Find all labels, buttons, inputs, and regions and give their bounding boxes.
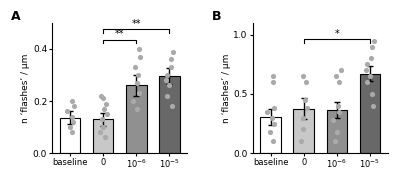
Point — [136, 92, 142, 95]
Point — [300, 75, 306, 78]
Point — [99, 118, 105, 121]
Point — [168, 105, 175, 108]
Bar — [360, 74, 380, 153]
Point — [71, 105, 77, 108]
Point — [102, 136, 109, 139]
Point — [336, 110, 342, 113]
Point — [64, 110, 70, 113]
Point — [136, 48, 142, 50]
Point — [269, 116, 276, 119]
Point — [130, 100, 136, 102]
Bar — [159, 76, 180, 153]
Point — [69, 100, 76, 102]
Point — [264, 110, 271, 113]
Point — [100, 97, 106, 100]
Point — [267, 130, 274, 133]
Point — [363, 69, 370, 72]
Point — [98, 94, 104, 97]
Point — [332, 75, 339, 78]
Text: *: * — [334, 29, 339, 39]
Point — [334, 130, 340, 133]
Point — [300, 116, 306, 119]
Point — [336, 81, 342, 83]
Point — [370, 104, 376, 107]
Point — [337, 69, 344, 72]
Point — [164, 94, 170, 97]
Text: A: A — [11, 10, 21, 23]
Point — [270, 75, 276, 78]
Bar — [60, 118, 80, 153]
Point — [366, 75, 373, 78]
Point — [302, 98, 308, 101]
Point — [270, 81, 276, 83]
Point — [364, 63, 370, 66]
Y-axis label: n ‘flashes’ / μm: n ‘flashes’ / μm — [21, 53, 30, 123]
Text: **: ** — [132, 19, 141, 29]
Point — [330, 119, 336, 121]
Point — [304, 107, 310, 109]
Point — [298, 140, 304, 143]
Point — [69, 131, 76, 134]
Point — [137, 55, 143, 58]
Point — [66, 126, 73, 128]
Bar — [294, 109, 314, 153]
Point — [135, 74, 142, 76]
Point — [101, 107, 108, 110]
Point — [364, 81, 371, 83]
Point — [332, 140, 338, 143]
Point — [270, 122, 277, 125]
Point — [100, 126, 106, 128]
Point — [68, 115, 75, 118]
Point — [102, 102, 109, 105]
Point — [163, 74, 170, 76]
Point — [369, 93, 375, 95]
Point — [166, 84, 172, 87]
Bar — [126, 85, 146, 153]
Point — [170, 50, 176, 53]
Point — [134, 107, 140, 110]
Point — [368, 45, 375, 48]
Bar — [260, 117, 281, 153]
Point — [335, 104, 341, 107]
Bar — [326, 110, 347, 153]
Point — [70, 120, 76, 123]
Point — [368, 57, 374, 60]
Y-axis label: n ‘flashes’ / μm: n ‘flashes’ / μm — [222, 53, 230, 123]
Point — [162, 79, 169, 82]
Bar — [93, 119, 114, 153]
Point — [132, 66, 138, 69]
Point — [168, 58, 174, 61]
Point — [270, 140, 276, 143]
Point — [104, 113, 110, 115]
Point — [168, 66, 174, 69]
Point — [370, 39, 377, 42]
Point — [134, 81, 140, 84]
Point — [97, 131, 104, 134]
Point — [271, 107, 278, 109]
Point — [300, 128, 306, 131]
Text: **: ** — [115, 29, 124, 39]
Point — [303, 81, 310, 83]
Text: B: B — [212, 10, 221, 23]
